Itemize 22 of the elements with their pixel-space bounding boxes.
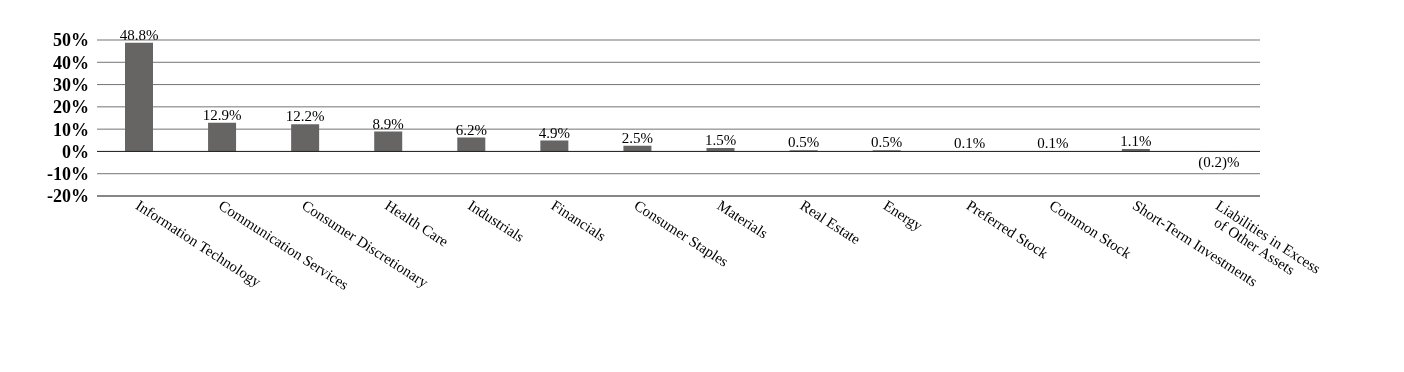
y-tick-label: -20%	[47, 186, 89, 207]
y-tick-label: 10%	[53, 119, 89, 140]
data-label: (0.2)%	[1198, 154, 1240, 172]
data-label: 0.5%	[787, 134, 820, 151]
data-label: 48.8%	[119, 26, 159, 43]
data-label: 0.1%	[954, 135, 986, 152]
data-label: 1.5%	[704, 132, 737, 149]
data-label: 1.1%	[1120, 132, 1152, 149]
y-tick-label: 50%	[53, 30, 89, 51]
y-tick-label: -10%	[47, 164, 89, 185]
data-label: 0.5%	[871, 134, 903, 151]
data-label: 8.9%	[372, 115, 404, 132]
data-label: 12.9%	[202, 106, 242, 123]
data-label: 4.9%	[538, 124, 570, 141]
y-tick-label: 30%	[53, 74, 89, 95]
y-tick-label: 20%	[53, 97, 89, 118]
data-label: 0.1%	[1037, 135, 1069, 152]
data-label: 12.2%	[285, 108, 325, 125]
data-label: 2.5%	[621, 129, 654, 146]
data-label: 6.2%	[455, 121, 487, 138]
y-tick-label: 40%	[53, 52, 89, 73]
y-tick-label: 0%	[62, 141, 89, 162]
